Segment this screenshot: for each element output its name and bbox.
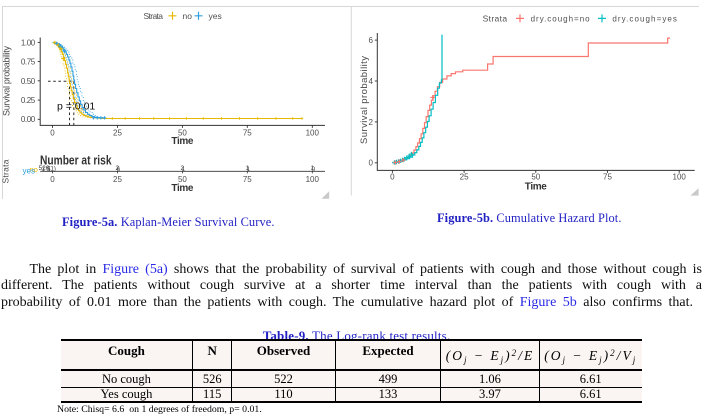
- svg-text:2: 2: [369, 118, 374, 127]
- svg-text:75: 75: [243, 129, 252, 138]
- svg-text:(1): (1): [49, 167, 56, 173]
- svg-text:2: 2: [116, 165, 120, 172]
- svg-text:p = 0.01: p = 0.01: [57, 101, 95, 113]
- svg-text:no: no: [183, 11, 193, 21]
- svg-text:1 5: 1 5: [42, 166, 51, 173]
- svg-text:75: 75: [243, 175, 252, 184]
- svg-text:Number at risk: Number at risk: [40, 153, 112, 167]
- svg-text:50: 50: [531, 173, 540, 182]
- svg-text:1: 1: [182, 166, 186, 173]
- svg-text:50: 50: [178, 175, 187, 184]
- svg-text:526: 526: [39, 165, 50, 172]
- svg-text:Strata: Strata: [483, 14, 508, 24]
- svg-text:Time: Time: [525, 181, 547, 192]
- svg-text:Survival probability: Survival probability: [359, 56, 370, 144]
- svg-text:Time: Time: [171, 136, 193, 147]
- svg-text:dry.cough=yes: dry.cough=yes: [612, 15, 677, 24]
- svg-text:1: 1: [246, 165, 250, 172]
- svg-text:yes: yes: [23, 167, 35, 176]
- svg-text:1: 1: [247, 166, 251, 173]
- svg-text:0.75: 0.75: [21, 58, 36, 67]
- svg-text:no: no: [30, 165, 38, 174]
- svg-text:0.50: 0.50: [21, 77, 36, 86]
- svg-text:dry.cough=no: dry.cough=no: [531, 15, 591, 24]
- svg-text:0: 0: [50, 129, 55, 138]
- svg-text:25: 25: [460, 173, 469, 182]
- svg-text:4: 4: [369, 77, 374, 86]
- svg-text:0.00: 0.00: [21, 115, 36, 124]
- svg-text:25: 25: [113, 129, 122, 138]
- svg-text:0: 0: [312, 166, 316, 173]
- svg-text:1.00: 1.00: [21, 38, 36, 47]
- svg-text:50: 50: [178, 129, 187, 138]
- svg-text:100: 100: [306, 129, 320, 138]
- svg-text:0: 0: [50, 175, 55, 184]
- svg-text:Strata: Strata: [144, 11, 164, 21]
- svg-text:Strata: Strata: [1, 159, 11, 183]
- svg-text:0: 0: [390, 173, 395, 182]
- svg-text:0.25: 0.25: [21, 96, 36, 105]
- svg-text:6: 6: [369, 36, 374, 45]
- svg-text:0: 0: [369, 159, 374, 168]
- svg-text:Time: Time: [171, 183, 193, 194]
- svg-text:100: 100: [306, 175, 320, 184]
- svg-text:Survival probability: Survival probability: [2, 46, 12, 117]
- svg-text:6: 6: [117, 166, 121, 173]
- svg-text:yes: yes: [209, 11, 222, 21]
- svg-text:2: 2: [181, 165, 185, 172]
- svg-text:100: 100: [673, 173, 687, 182]
- svg-text:75: 75: [603, 173, 612, 182]
- svg-text:25: 25: [113, 175, 122, 184]
- svg-text:1: 1: [311, 165, 315, 172]
